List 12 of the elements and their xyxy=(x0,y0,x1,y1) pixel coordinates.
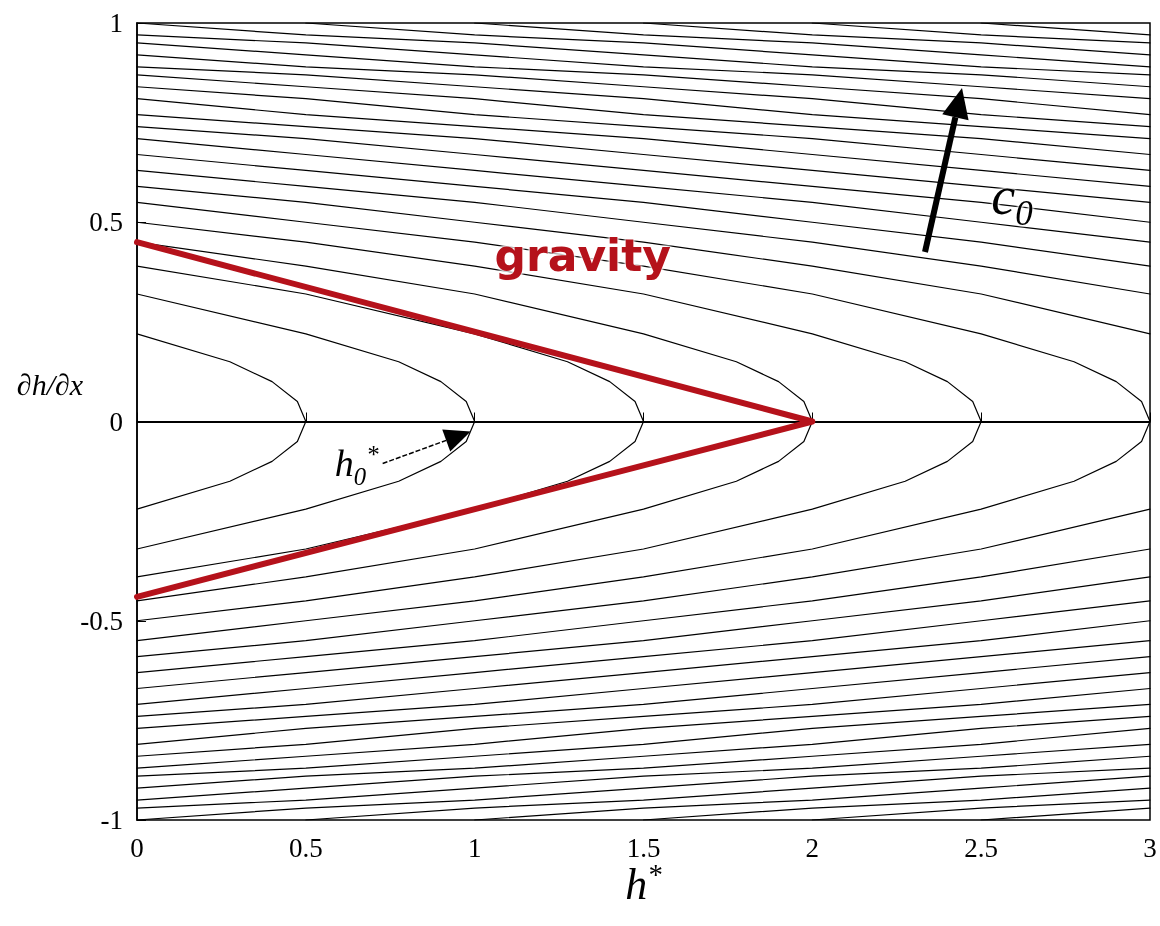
x-tick-label: 0 xyxy=(130,832,144,863)
y-axis-title: ∂h/∂x xyxy=(16,368,84,401)
y-tick-label: 0.5 xyxy=(89,207,123,238)
x-tick-label: 1 xyxy=(467,832,482,863)
y-tick-label: -0.5 xyxy=(80,605,123,636)
x-tick-label: 3 xyxy=(1143,832,1157,863)
y-tick-label: 1 xyxy=(109,8,123,38)
y-tick-label: 0 xyxy=(109,406,123,437)
x-tick-label: 2.5 xyxy=(964,832,999,863)
x-tick-label: 0.5 xyxy=(288,832,323,863)
x-tick-label: 2 xyxy=(805,832,820,863)
y-tick-label: -1 xyxy=(100,805,123,835)
